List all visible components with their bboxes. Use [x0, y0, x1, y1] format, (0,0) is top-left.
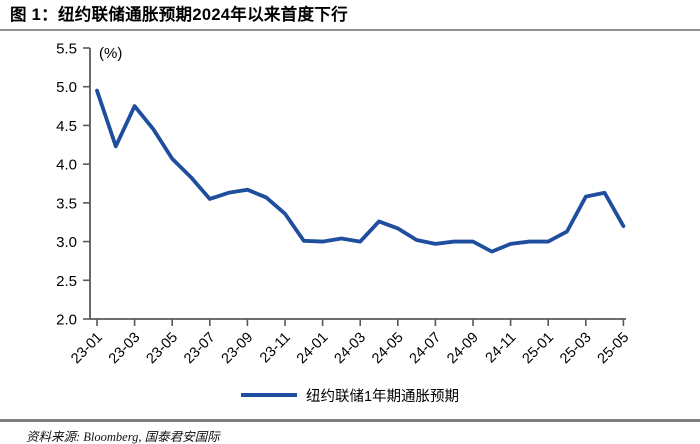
svg-text:24-03: 24-03: [331, 330, 369, 368]
figure-title: 图 1：纽约联储通胀预期2024年以来首度下行: [0, 0, 700, 31]
svg-text:4.5: 4.5: [56, 118, 77, 135]
svg-text:2.0: 2.0: [56, 312, 77, 329]
line-chart-svg: 2.02.53.03.54.04.55.05.523-01 23-03 23-05 2…: [56, 41, 633, 368]
source-note: 资料来源: Bloomberg, 国泰君安国际: [26, 430, 220, 444]
svg-text:2.5: 2.5: [56, 273, 77, 290]
svg-text:24-09: 24-09: [444, 330, 482, 368]
svg-text:5.5: 5.5: [56, 41, 77, 58]
svg-text:24-07: 24-07: [407, 330, 445, 368]
svg-text:3.0: 3.0: [56, 234, 77, 251]
svg-text:5.0: 5.0: [56, 79, 77, 96]
svg-text:4.0: 4.0: [56, 157, 77, 174]
bottom-divider: [0, 419, 700, 422]
svg-text:25-05: 25-05: [595, 330, 633, 368]
svg-text:24-11: 24-11: [483, 330, 520, 367]
svg-text:23-11: 23-11: [257, 330, 294, 367]
svg-text:23-01: 23-01: [68, 330, 106, 368]
svg-text:25-01: 25-01: [519, 330, 557, 368]
svg-text:(%): (%): [99, 45, 122, 62]
svg-text:25-03: 25-03: [557, 330, 595, 368]
legend-line-marker: [240, 393, 297, 397]
svg-text:3.5: 3.5: [56, 195, 77, 212]
legend-label: 纽约联储1年期通胀预期: [305, 388, 460, 405]
svg-text:23-03: 23-03: [106, 330, 144, 368]
svg-text:23-09: 23-09: [219, 330, 257, 368]
svg-text:23-05: 23-05: [143, 330, 181, 368]
svg-text:23-07: 23-07: [181, 330, 219, 368]
chart-legend: 纽约联储1年期通胀预期: [0, 383, 700, 407]
svg-text:24-01: 24-01: [294, 330, 332, 368]
svg-text:24-05: 24-05: [369, 330, 407, 368]
